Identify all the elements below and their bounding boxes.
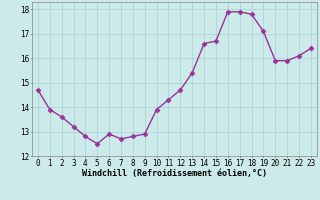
X-axis label: Windchill (Refroidissement éolien,°C): Windchill (Refroidissement éolien,°C)	[82, 169, 267, 178]
